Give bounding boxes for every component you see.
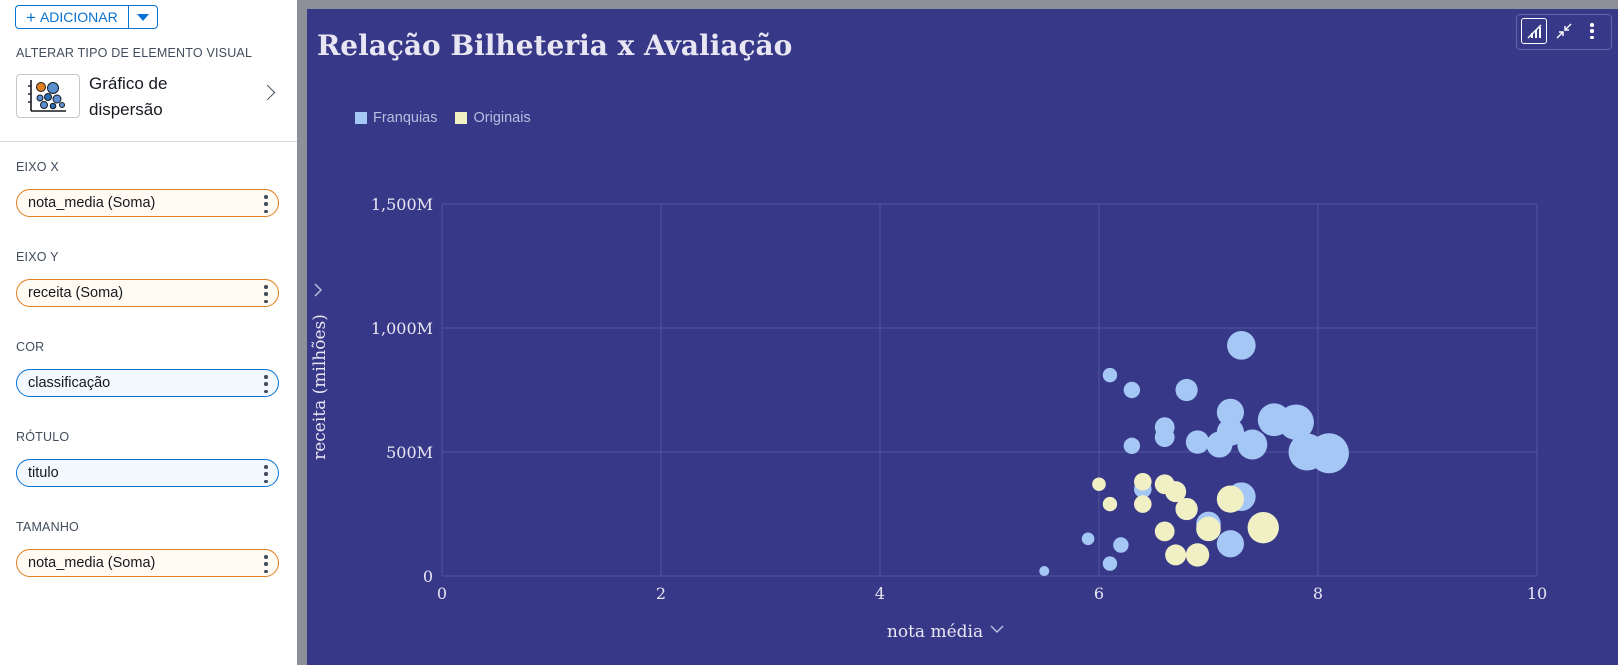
more-options-icon[interactable] <box>264 285 268 303</box>
plus-icon: + <box>26 7 36 27</box>
well-value-size: nota_media (Soma) <box>28 555 156 571</box>
data-point-originais[interactable] <box>1092 477 1106 492</box>
visual-panel[interactable]: Relação Bilheteria x Avaliação Fra <box>307 9 1618 665</box>
data-point-franquias[interactable] <box>1216 398 1244 426</box>
sidebar-divider <box>0 141 297 142</box>
data-point-originais[interactable] <box>1216 485 1244 513</box>
chevron-right-icon[interactable] <box>259 84 276 101</box>
legend-swatch-franquias <box>355 112 367 124</box>
scatter-chart-icon <box>28 80 66 112</box>
collapse-button[interactable] <box>1551 18 1577 44</box>
well-value-x: nota_media (Soma) <box>28 195 156 211</box>
data-point-franquias[interactable] <box>1123 381 1141 399</box>
x-tick-label: 4 <box>875 584 885 603</box>
data-point-franquias[interactable] <box>1237 429 1268 460</box>
legend-item-originais[interactable]: Originais <box>455 110 531 126</box>
well-value-y: receita (Soma) <box>28 285 124 301</box>
data-point-franquias[interactable] <box>1123 437 1141 454</box>
data-point-franquias[interactable] <box>1154 427 1175 448</box>
caret-down-icon <box>136 13 149 21</box>
data-point-originais[interactable] <box>1175 497 1198 521</box>
visual-menu-button[interactable] <box>1521 18 1547 44</box>
chart-title: Relação Bilheteria x Avaliação <box>317 29 793 62</box>
y-tick-label: 0 <box>423 567 433 586</box>
data-point-franquias[interactable] <box>1102 556 1118 571</box>
well-pill-y[interactable]: receita (Soma) <box>16 279 279 307</box>
field-wells-sidebar: + ADICIONAR ALTERAR TIPO DE ELEMENTO VIS… <box>0 0 297 665</box>
scatter-chart: 0 500M 1,000M 1,500M 0 2 4 6 8 10 receita (milhõe… <box>310 195 1547 642</box>
y-tick-label: 500M <box>386 443 433 462</box>
y-axis-title: receita (milhões) <box>310 314 330 460</box>
data-point-franquias[interactable] <box>1278 404 1314 441</box>
x-tick-label: 2 <box>656 584 666 603</box>
add-button-group: + ADICIONAR <box>15 5 158 29</box>
data-point-originais[interactable] <box>1247 511 1279 544</box>
well-label-x: EIXO X <box>16 160 59 174</box>
y-tick-label: 1,500M <box>371 195 433 214</box>
data-point-franquias[interactable] <box>1227 331 1256 360</box>
data-point-franquias[interactable] <box>1113 537 1129 553</box>
x-tick-label: 6 <box>1094 584 1104 603</box>
well-label-size: TAMANHO <box>16 520 79 534</box>
visual-menu-icon <box>1527 24 1542 39</box>
legend-item-franquias[interactable]: Franquias <box>355 110 437 126</box>
data-point-franquias[interactable] <box>1102 367 1118 383</box>
more-options-icon[interactable] <box>264 555 268 573</box>
data-point-originais[interactable] <box>1185 543 1210 567</box>
legend-label-originais: Originais <box>473 110 531 126</box>
data-point-originais[interactable] <box>1154 521 1175 542</box>
data-point-franquias[interactable] <box>1308 433 1349 474</box>
well-pill-label[interactable]: titulo <box>16 459 279 487</box>
data-point-franquias[interactable] <box>1175 378 1198 402</box>
x-axis-title: nota média <box>887 622 983 642</box>
collapse-icon <box>1556 23 1572 39</box>
more-options-icon[interactable] <box>264 375 268 393</box>
add-button[interactable]: + ADICIONAR <box>15 5 129 29</box>
well-label-label: RÓTULO <box>16 430 70 444</box>
add-button-label: ADICIONAR <box>39 9 118 25</box>
data-point-originais[interactable] <box>1196 516 1221 542</box>
visual-type-thumbnail[interactable] <box>16 74 80 118</box>
well-value-label: titulo <box>28 465 59 481</box>
visual-type-label: ALTERAR TIPO DE ELEMENTO VISUAL <box>16 46 253 60</box>
well-pill-x[interactable]: nota_media (Soma) <box>16 189 279 217</box>
data-point-franquias[interactable] <box>1216 530 1244 558</box>
x-tick-label: 10 <box>1527 584 1547 603</box>
data-point-franquias[interactable] <box>1081 532 1095 546</box>
well-value-color: classificação <box>28 375 111 391</box>
data-point-originais[interactable] <box>1165 544 1187 566</box>
legend-label-franquias: Franquias <box>373 110 438 126</box>
panel-gutter <box>297 0 307 665</box>
chart-legend: Franquias Originais <box>355 110 549 126</box>
x-tick-label: 0 <box>437 584 447 603</box>
add-dropdown-button[interactable] <box>128 5 158 29</box>
data-point-franquias[interactable] <box>1216 418 1244 446</box>
data-point-franquias[interactable] <box>1039 566 1050 577</box>
more-options-icon[interactable] <box>264 195 268 213</box>
visual-type-name: Gráfico de dispersão <box>89 74 168 119</box>
well-pill-color[interactable]: classificação <box>16 369 279 397</box>
chart-ticks: 0 500M 1,000M 1,500M 0 2 4 6 8 10 <box>371 195 1547 603</box>
chart-points <box>1039 331 1349 577</box>
well-pill-size[interactable]: nota_media (Soma) <box>16 549 279 577</box>
visual-toolbar <box>1516 14 1612 50</box>
chevron-right-icon[interactable] <box>314 283 323 297</box>
well-label-color: COR <box>16 340 45 354</box>
chevron-down-icon[interactable] <box>990 625 1004 634</box>
well-label-y: EIXO Y <box>16 250 59 264</box>
chart-grid <box>441 203 1538 577</box>
x-tick-label: 8 <box>1313 584 1323 603</box>
data-point-originais[interactable] <box>1102 496 1118 512</box>
y-tick-label: 1,000M <box>371 319 433 338</box>
data-point-originais[interactable] <box>1165 481 1187 503</box>
more-options-icon <box>1590 23 1594 39</box>
panel-top-border <box>297 0 1618 9</box>
data-point-originais[interactable] <box>1134 472 1152 491</box>
data-point-franquias[interactable] <box>1185 430 1210 454</box>
more-options-icon[interactable] <box>264 465 268 483</box>
data-point-originais[interactable] <box>1134 495 1152 513</box>
more-options-button[interactable] <box>1579 18 1605 44</box>
legend-swatch-originais <box>455 112 468 124</box>
